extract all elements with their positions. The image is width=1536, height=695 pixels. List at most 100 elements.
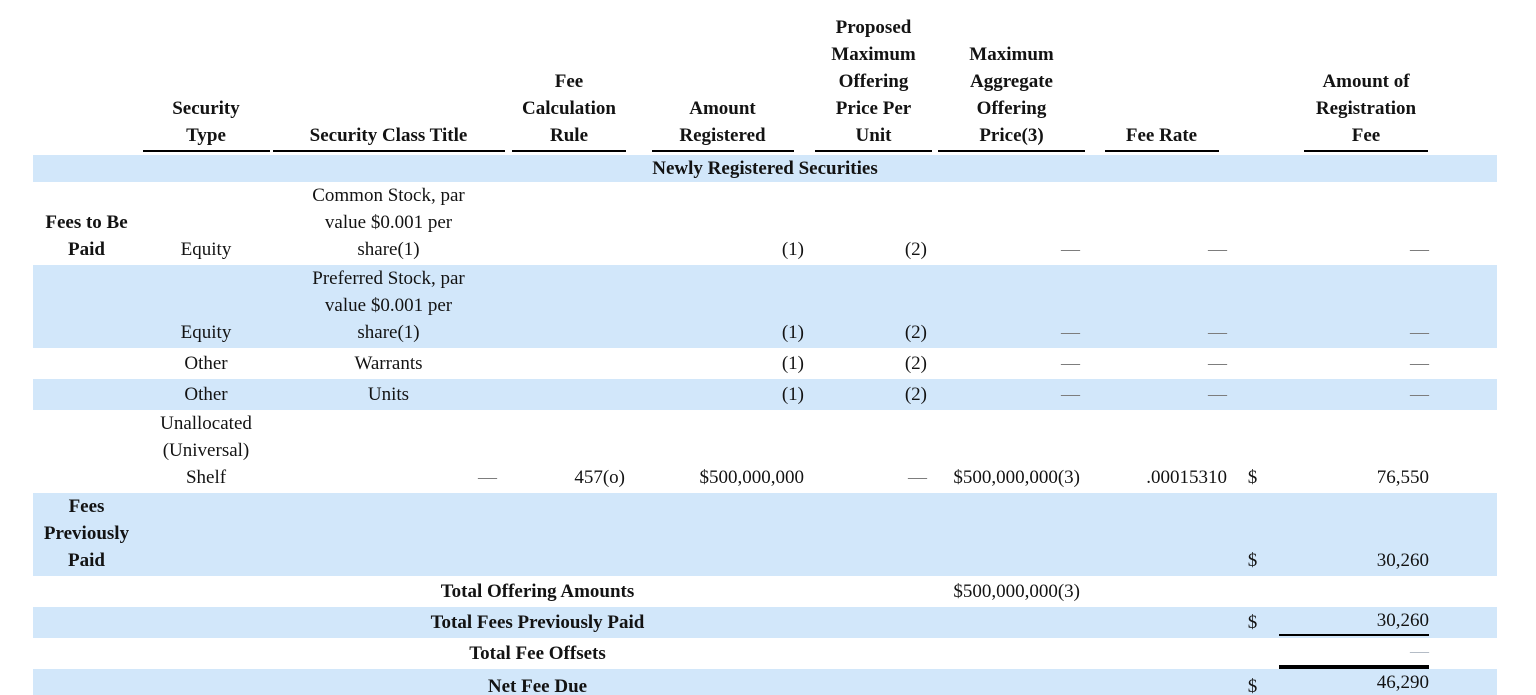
cell-pad xyxy=(1437,607,1498,638)
cell-amount-registered: (1) xyxy=(781,239,804,260)
cell-max-aggregate: — xyxy=(935,265,1088,348)
cell-fee-rate: .00015310 xyxy=(1146,467,1227,488)
cell-fee-rule xyxy=(505,265,633,348)
cell-currency xyxy=(1235,379,1270,410)
row-total-fee-offsets: Total Fee Offsets — xyxy=(33,638,1497,669)
fee-value-underlined: 30,260 xyxy=(1279,607,1429,636)
cell-row-label xyxy=(33,348,140,379)
cell-pad xyxy=(1437,410,1497,493)
cell-fee: 30,260 xyxy=(1270,607,1437,638)
total-label: Total Fees Previously Paid xyxy=(140,607,935,638)
cell-class-title: Preferred Stock, par value $0.001 per sh… xyxy=(272,265,505,348)
cell-class-title: Units xyxy=(272,379,505,410)
column-header-price-per-unit: Proposed Maximum Offering Price Per Unit xyxy=(812,6,935,155)
fee-value-double-underlined: 46,290 xyxy=(1279,669,1429,695)
cell-pad xyxy=(1437,379,1498,410)
fee-value: 76,550 xyxy=(1376,467,1429,488)
cell-security-type: Other xyxy=(184,353,228,374)
banner-newly-registered-securities: Newly Registered Securities xyxy=(33,155,1498,182)
cell-max-aggregate: $500,000,000(3) xyxy=(953,581,1080,602)
column-header-security-type: Security Type xyxy=(140,6,272,155)
cell-row-label xyxy=(33,607,140,638)
cell-pad xyxy=(1437,669,1498,695)
total-label: Total Fee Offsets xyxy=(469,643,606,664)
cell-fee-rule xyxy=(505,348,633,379)
cell-price-per-unit: (2) xyxy=(812,265,935,348)
cell-price-per-unit: (2) xyxy=(904,353,927,374)
cell-class-title: Common Stock, par value $0.001 per share… xyxy=(312,185,465,260)
row-fees-previously-paid: Fees Previously Paid $ 30,260 xyxy=(33,493,1498,576)
row-total-fees-previously-paid: Total Fees Previously Paid $ 30,260 xyxy=(33,607,1498,638)
cell-class-title xyxy=(272,493,505,576)
cell-fee: — xyxy=(1410,353,1429,374)
cell-max-aggregate: — xyxy=(935,379,1088,410)
column-header-max-aggregate-offering-price: Maximum Aggregate Offering Price(3) xyxy=(935,6,1088,155)
cell-fee-rule xyxy=(505,182,633,265)
cell-fee-rate xyxy=(1088,493,1235,576)
column-header-security-class-title: Security Class Title xyxy=(272,6,505,155)
column-header-amount-of-registration-fee: Amount of Registration Fee xyxy=(1235,6,1497,155)
column-header-amount-registered: Amount Registered xyxy=(633,6,812,155)
cell-fee-rate: — xyxy=(1088,265,1235,348)
cell-price-per-unit: (2) xyxy=(812,379,935,410)
cell-pad xyxy=(1437,576,1497,607)
cell-max-aggregate xyxy=(935,638,1088,669)
header-row-label-blank xyxy=(33,6,140,155)
fee-value: 30,260 xyxy=(1376,550,1429,571)
cell-security-type: Equity xyxy=(180,239,232,260)
cell-fee-rate xyxy=(1088,669,1235,695)
cell-currency xyxy=(1235,348,1270,379)
cell-fee-rate: — xyxy=(1208,353,1227,374)
total-label: Net Fee Due xyxy=(140,669,935,695)
cell-pad xyxy=(1437,182,1497,265)
cell-amount-registered: (1) xyxy=(781,353,804,374)
cell-fee-rate: — xyxy=(1208,239,1227,260)
cell-amount-registered: (1) xyxy=(633,265,812,348)
row-common-stock: Fees to Be Paid Equity Common Stock, par… xyxy=(33,182,1497,265)
cell-row-label xyxy=(33,669,140,695)
row-warrants: Other Warrants (1) (2) — — — xyxy=(33,348,1497,379)
cell-fee xyxy=(1270,576,1437,607)
cell-amount-registered xyxy=(633,493,812,576)
cell-security-type xyxy=(140,493,272,576)
cell-pad xyxy=(1437,638,1497,669)
cell-max-aggregate: — xyxy=(1061,239,1080,260)
cell-row-label xyxy=(33,638,140,669)
cell-amount-registered: (1) xyxy=(633,379,812,410)
row-preferred-stock: Equity Preferred Stock, par value $0.001… xyxy=(33,265,1498,348)
cell-currency xyxy=(1235,638,1270,669)
cell-fee-rate xyxy=(1088,607,1235,638)
cell-class-title: — xyxy=(478,467,497,488)
row-total-offering-amounts: Total Offering Amounts $500,000,000(3) xyxy=(33,576,1497,607)
cell-currency xyxy=(1235,265,1270,348)
cell-currency: $ xyxy=(1235,607,1270,638)
cell-max-aggregate: $500,000,000(3) xyxy=(953,467,1080,488)
cell-price-per-unit xyxy=(812,493,935,576)
cell-price-per-unit: (2) xyxy=(904,239,927,260)
column-header-fee-rate: Fee Rate xyxy=(1088,6,1235,155)
row-units: Other Units (1) (2) — — — xyxy=(33,379,1498,410)
cell-pad xyxy=(1437,265,1498,348)
cell-security-type: Equity xyxy=(140,265,272,348)
cell-currency xyxy=(1235,576,1270,607)
cell-fee: 76,550 xyxy=(1270,410,1437,493)
cell-security-type: Other xyxy=(140,379,272,410)
cell-fee: 46,290 xyxy=(1270,669,1437,695)
cell-class-title: Warrants xyxy=(354,353,423,374)
cell-currency: $ xyxy=(1235,493,1270,576)
cell-fee-rate xyxy=(1088,638,1235,669)
cell-max-aggregate xyxy=(935,607,1088,638)
cell-fee: — xyxy=(1270,379,1437,410)
row-unallocated-shelf: Unallocated (Universal) Shelf — 457(o) $… xyxy=(33,410,1497,493)
cell-currency: $ xyxy=(1247,467,1258,488)
cell-row-label: Fees to Be Paid xyxy=(45,212,128,260)
cell-amount-registered: $500,000,000 xyxy=(699,467,805,488)
cell-fee-rate: — xyxy=(1088,379,1235,410)
cell-fee-rule: 457(o) xyxy=(574,467,625,488)
cell-row-label: Fees Previously Paid xyxy=(33,493,140,576)
cell-currency xyxy=(1235,182,1270,265)
cell-price-per-unit: — xyxy=(908,467,927,488)
registration-fee-table: Security Type Security Class Title Fee C… xyxy=(33,6,1498,695)
cell-fee-rule xyxy=(505,379,633,410)
